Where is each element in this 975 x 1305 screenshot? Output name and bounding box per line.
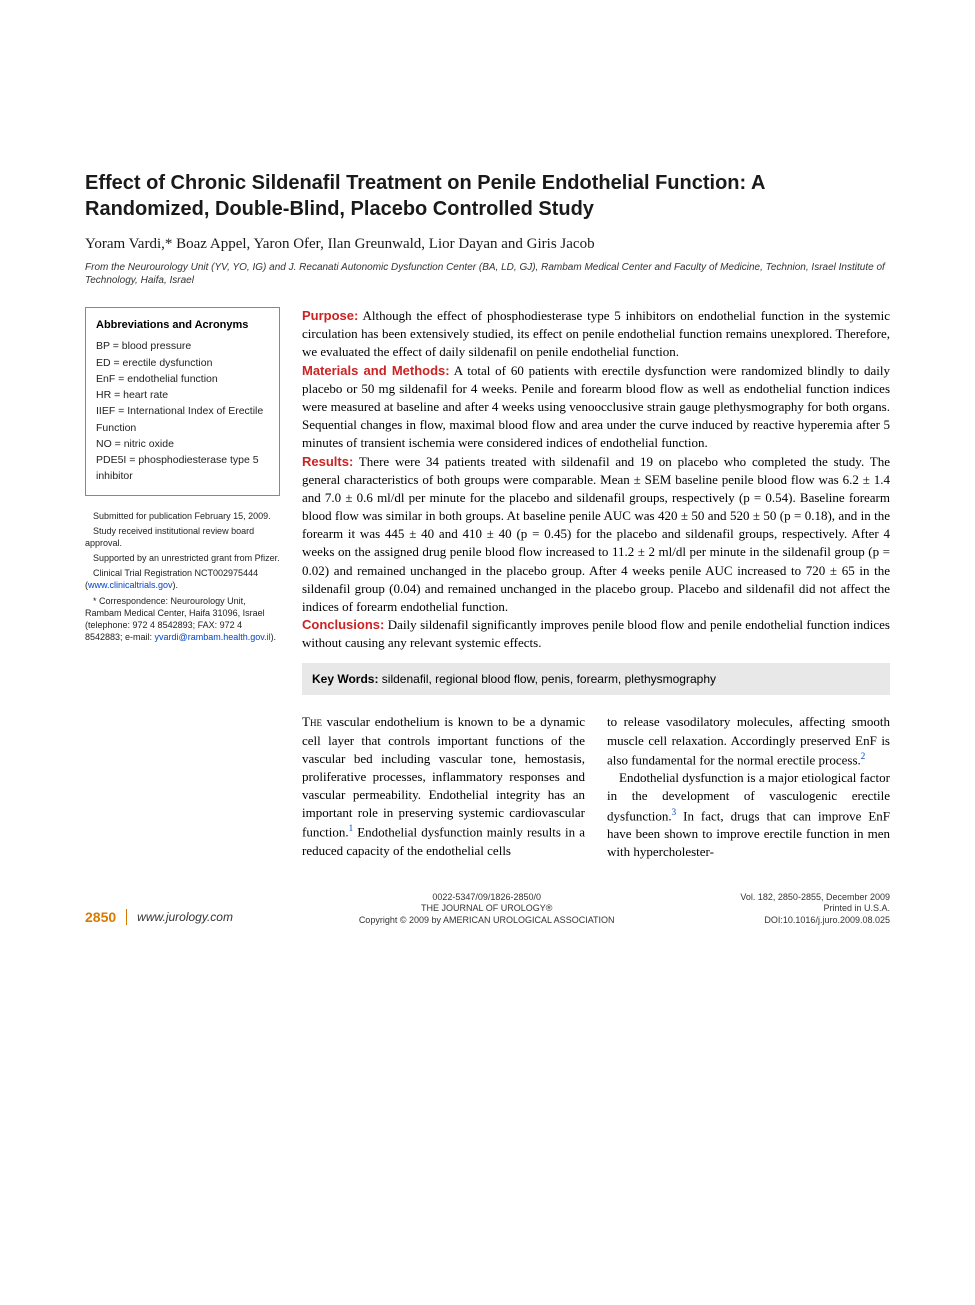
page-separator [126,909,127,925]
journal-website: www.jurology.com [137,910,233,926]
abbrev-item: IIEF = International Index of Erectile F… [96,403,269,436]
sidebar: Abbreviations and Acronyms BP = blood pr… [85,307,280,695]
footer-center: 0022-5347/09/1826-2850/0 THE JOURNAL OF … [233,892,740,927]
keywords-label: Key Words: [312,672,378,686]
footnote: Supported by an unrestricted grant from … [85,552,280,564]
footnote: Study received institutional review boar… [85,525,280,549]
copyright: Copyright © 2009 by AMERICAN UROLOGICAL … [233,915,740,927]
keywords-text: sildenafil, regional blood flow, penis, … [378,672,716,686]
footnote: Clinical Trial Registration NCT002975444… [85,567,280,591]
abbrev-item: NO = nitric oxide [96,436,269,452]
purpose-label: Purpose: [302,308,358,323]
abbrev-item: HR = heart rate [96,387,269,403]
correspondence-email-link[interactable]: yvardi@rambam.health.gov.il [155,632,271,642]
issn: 0022-5347/09/1826-2850/0 [233,892,740,904]
body-column-right: to release vasodilatory molecules, affec… [607,713,890,861]
abbrev-item: ED = erectile dysfunction [96,355,269,371]
author-list: Yoram Vardi,* Boaz Appel, Yaron Ofer, Il… [85,236,890,253]
abbreviations-heading: Abbreviations and Acronyms [96,318,269,332]
footnote-correspondence: * Correspondence: Neurourology Unit, Ram… [85,595,280,644]
methods-label: Materials and Methods: [302,363,450,378]
abbrev-item: BP = blood pressure [96,338,269,354]
footnotes: Submitted for publication February 15, 2… [85,510,280,643]
article-title: Effect of Chronic Sildenafil Treatment o… [85,170,890,222]
doi: DOI:10.1016/j.juro.2009.08.025 [740,915,890,927]
results-label: Results: [302,454,353,469]
printed-in: Printed in U.S.A. [740,903,890,915]
citation-ref[interactable]: 2 [861,751,866,761]
abstract-conclusions: Conclusions: Daily sildenafil significan… [302,616,890,652]
page-footer: 2850 www.jurology.com 0022-5347/09/1826-… [85,892,890,927]
footnote: Submitted for publication February 15, 2… [85,510,280,522]
leading-smallcaps: The [302,714,327,729]
body-columns: The vascular endothelium is known to be … [302,713,890,861]
abbrev-item: PDE5I = phosphodiesterase type 5 inhibit… [96,452,269,485]
main-two-column: Abbreviations and Acronyms BP = blood pr… [85,307,890,695]
footer-right: Vol. 182, 2850-2855, December 2009 Print… [740,892,890,927]
affiliation: From the Neurourology Unit (YV, YO, IG) … [85,261,890,287]
volume-info: Vol. 182, 2850-2855, December 2009 [740,892,890,904]
keywords-box: Key Words: sildenafil, regional blood fl… [302,663,890,696]
footer-left: 2850 www.jurology.com [85,908,233,926]
abbreviations-box: Abbreviations and Acronyms BP = blood pr… [85,307,280,496]
abstract: Purpose: Although the effect of phosphod… [302,307,890,695]
abstract-methods: Materials and Methods: A total of 60 pat… [302,362,890,453]
abbrev-item: EnF = endothelial function [96,371,269,387]
journal-name: THE JOURNAL OF UROLOGY® [233,903,740,915]
abstract-results: Results: There were 34 patients treated … [302,453,890,617]
page-number: 2850 [85,908,116,926]
conclusions-label: Conclusions: [302,617,384,632]
abstract-purpose: Purpose: Although the effect of phosphod… [302,307,890,362]
trial-registration-link[interactable]: www.clinicaltrials.gov [88,580,173,590]
body-column-left: The vascular endothelium is known to be … [302,713,585,861]
